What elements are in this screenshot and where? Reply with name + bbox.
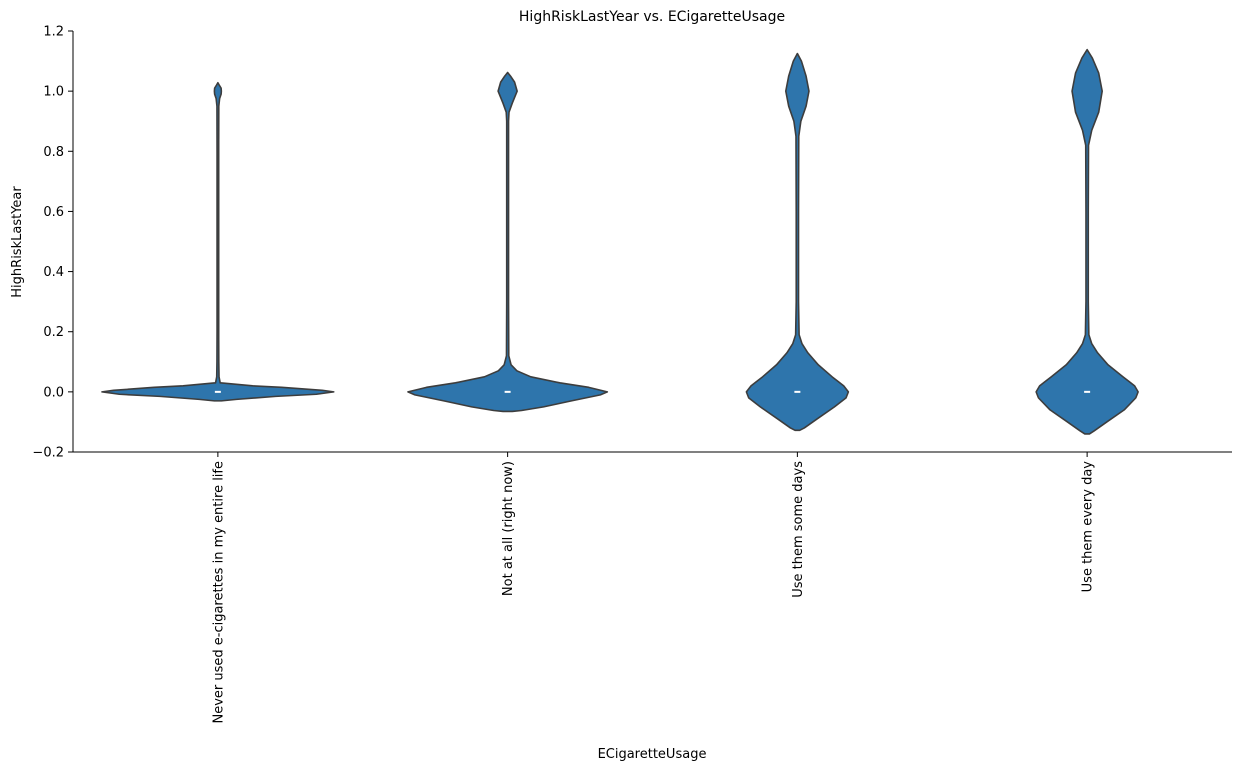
y-tick-label: −0.2 [32, 446, 64, 461]
violin-group [101, 48, 1139, 435]
y-tick-label: 1.0 [43, 85, 64, 100]
y-tick-label: 0.0 [43, 385, 64, 400]
y-axis-ticks: −0.2 0.0 0.2 0.4 0.6 0.8 1.0 1.2 [32, 25, 73, 461]
x-axis-label: ECigaretteUsage [598, 747, 707, 762]
y-tick-label: 0.8 [43, 145, 64, 160]
y-tick-label: 0.4 [43, 265, 64, 280]
y-axis-label: HighRiskLastYear [10, 186, 25, 298]
y-tick-label: 0.6 [43, 205, 64, 220]
violin-2 [407, 71, 609, 413]
violin-4 [1035, 48, 1139, 435]
y-tick-label: 0.2 [43, 325, 64, 340]
x-axis-ticks: Never used e-cigarettes in my entire lif… [211, 452, 1096, 724]
x-tick-label: Use them some days [791, 461, 806, 598]
violin-1 [101, 81, 335, 402]
y-tick-label: 1.2 [43, 25, 64, 40]
x-tick-label: Never used e-cigarettes in my entire lif… [211, 461, 226, 724]
chart-title: HighRiskLastYear vs. ECigaretteUsage [519, 9, 785, 25]
x-tick-label: Not at all (right now) [501, 461, 516, 596]
x-tick-label: Use them every day [1081, 461, 1096, 593]
violin-3 [745, 52, 850, 432]
